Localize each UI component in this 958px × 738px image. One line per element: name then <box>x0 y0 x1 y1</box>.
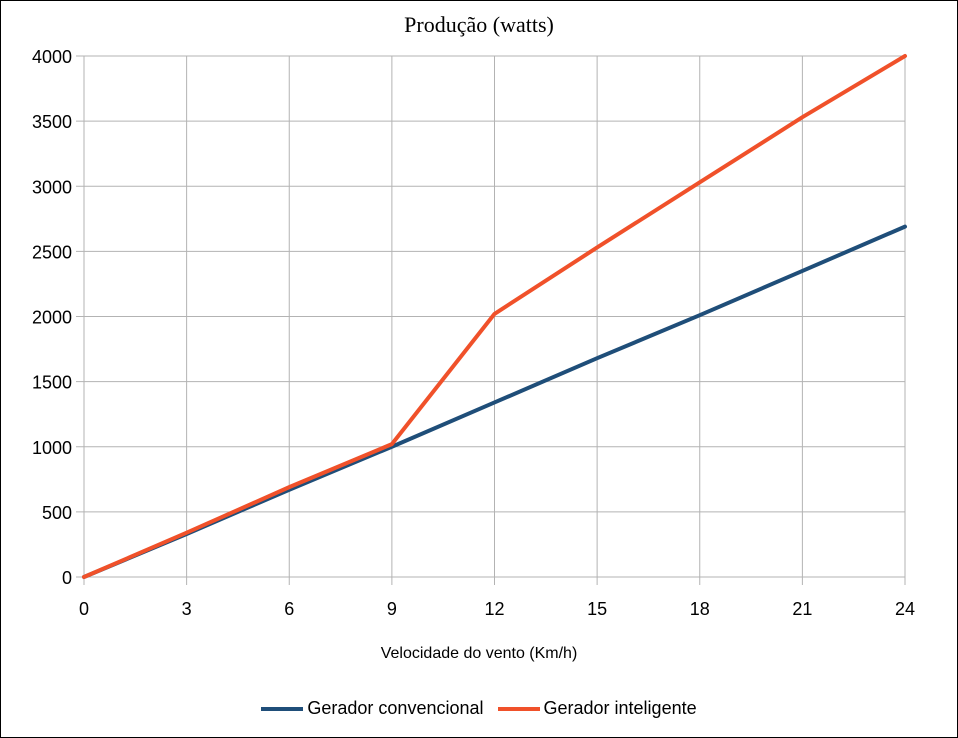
y-tick-label: 1500 <box>32 373 72 393</box>
y-tick-label: 4000 <box>32 47 72 67</box>
x-tick-label: 15 <box>587 599 607 619</box>
x-tick-label: 21 <box>792 599 812 619</box>
x-tick-label: 18 <box>690 599 710 619</box>
y-tick-label: 3000 <box>32 177 72 197</box>
series-lines <box>82 54 907 579</box>
y-tick-label: 1000 <box>32 438 72 458</box>
y-tick-label: 2500 <box>32 242 72 262</box>
x-tick-label: 12 <box>484 599 504 619</box>
legend-label-inteligente: Gerador inteligente <box>543 698 697 718</box>
y-tick-label: 500 <box>42 503 72 523</box>
x-tick-label: 24 <box>895 599 915 619</box>
x-tick-label: 9 <box>387 599 397 619</box>
y-tick-labels: 0 500 1000 1500 2000 2500 3000 3500 4000 <box>32 47 72 588</box>
y-tick-label: 3500 <box>32 112 72 132</box>
x-tick-label: 3 <box>182 599 192 619</box>
series-line-inteligente <box>82 54 907 579</box>
x-axis-label: Velocidade do vento (Km/h) <box>380 645 578 662</box>
grid-lines <box>76 55 906 585</box>
legend-swatch-convencional <box>261 706 304 711</box>
x-tick-label: 0 <box>79 599 89 619</box>
x-tick-label: 6 <box>284 599 294 619</box>
legend-label-convencional: Gerador convencional <box>307 698 484 718</box>
x-tick-labels: 0 3 6 9 12 15 18 21 24 <box>79 599 915 619</box>
y-tick-label: 0 <box>62 568 72 588</box>
legend: Gerador convencional Gerador inteligente <box>0 698 958 719</box>
y-tick-label: 2000 <box>32 308 72 328</box>
legend-item-convencional: Gerador convencional <box>261 698 484 719</box>
chart-title: Produção (watts) <box>404 12 554 37</box>
legend-swatch-inteligente <box>497 706 540 711</box>
legend-item-inteligente: Gerador inteligente <box>497 698 697 719</box>
